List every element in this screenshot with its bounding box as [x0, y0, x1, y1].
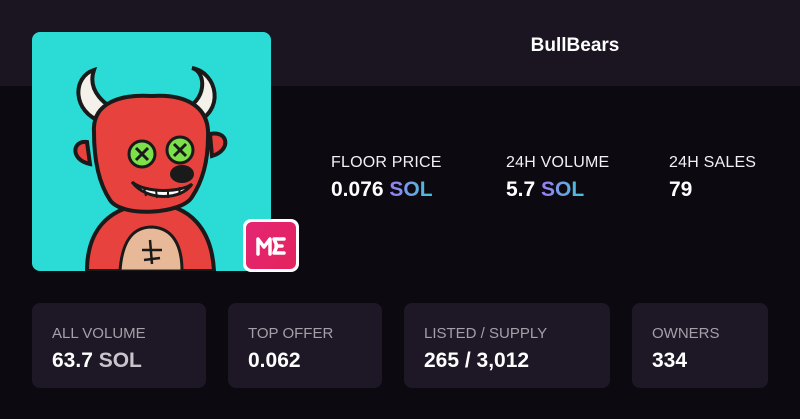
listed-supply-value: 265 / 3,012 [424, 349, 530, 372]
volume-24h-number: 5.7 [506, 178, 536, 201]
listed-supply-card: LISTED / SUPPLY 265 / 3,012 [404, 303, 610, 388]
all-volume-card: ALL VOLUME 63.7 SOL [32, 303, 206, 388]
magic-eden-logo-icon [246, 222, 296, 269]
floor-price-stat: FLOOR PRICE 0.076 SOL [331, 154, 442, 202]
bull-character-image [73, 66, 228, 271]
volume-24h-value: 5.7 SOL [506, 178, 609, 202]
magic-eden-badge[interactable] [243, 219, 299, 272]
all-volume-label: ALL VOLUME [52, 325, 146, 342]
owners-label: OWNERS [652, 325, 720, 342]
floor-price-unit: SOL [389, 178, 433, 201]
owners-value: 334 [652, 349, 688, 372]
sales-24h-label: 24H SALES [669, 154, 757, 171]
all-volume-number: 63.7 [52, 349, 93, 372]
owners-card: OWNERS 334 [632, 303, 768, 388]
all-volume-value: 63.7 SOL [52, 349, 142, 373]
collection-title: BullBears [530, 35, 620, 56]
floor-price-number: 0.076 [331, 178, 384, 201]
floor-price-value: 0.076 SOL [331, 178, 442, 202]
volume-24h-label: 24H VOLUME [506, 154, 610, 171]
sales-24h-value: 79 [669, 178, 693, 201]
volume-24h-stat: 24H VOLUME 5.7 SOL [506, 154, 609, 202]
sales-24h-stat: 24H SALES 79 [669, 154, 756, 202]
top-offer-value: 0.062 [248, 349, 301, 372]
listed-supply-label: LISTED / SUPPLY [424, 325, 548, 342]
all-volume-unit: SOL [98, 349, 142, 372]
floor-price-label: FLOOR PRICE [331, 154, 442, 171]
top-offer-card: TOP OFFER 0.062 [228, 303, 382, 388]
top-offer-label: TOP OFFER [248, 325, 334, 342]
nft-artwork [32, 32, 271, 271]
me-logo-glyph [256, 236, 286, 256]
volume-24h-unit: SOL [541, 178, 585, 201]
